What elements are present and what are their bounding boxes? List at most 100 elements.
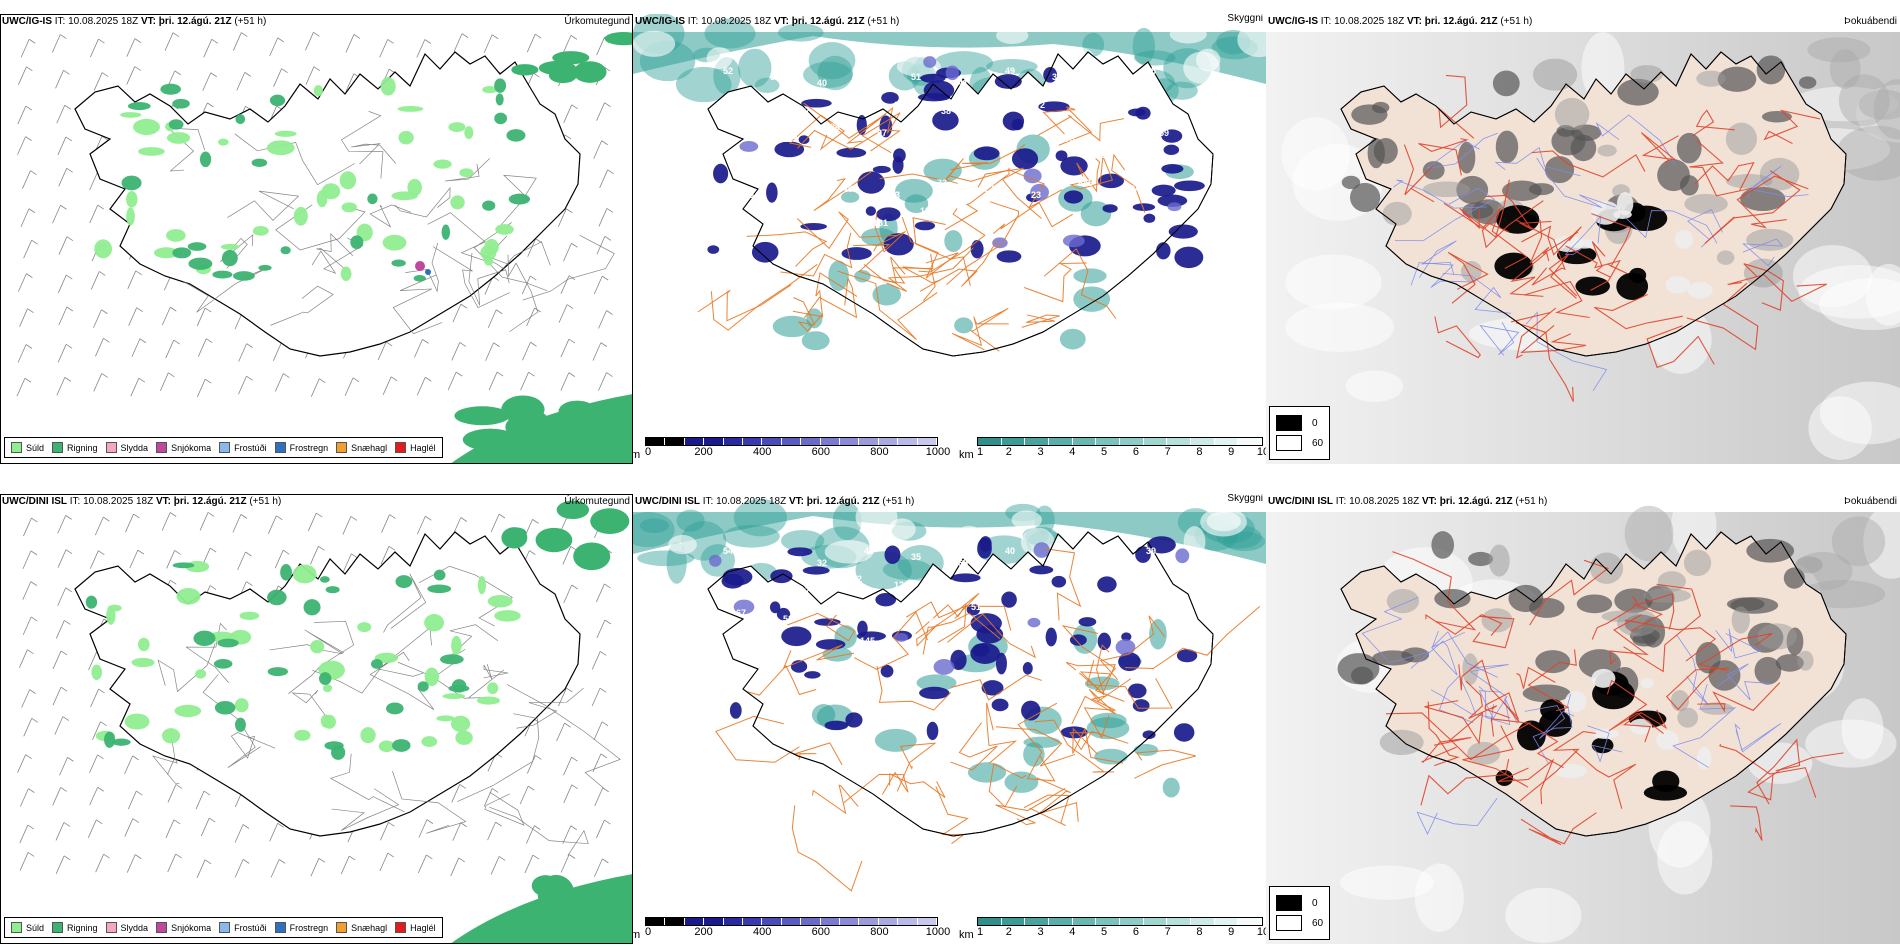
cloud-base-label: 305 bbox=[907, 162, 922, 172]
precip-legend-item: Frostúði bbox=[219, 922, 267, 933]
cloud-base-label: 98 bbox=[766, 642, 776, 652]
colorbar-strip bbox=[977, 917, 1263, 926]
legend-swatch bbox=[52, 922, 64, 933]
colorbar-unit: km bbox=[959, 449, 974, 461]
colorbar-ticks: 0 200 400 600 800 1000 bbox=[645, 446, 950, 459]
init-time: IT: 10.08.2025 18Z bbox=[54, 16, 139, 27]
cloud-base-label: 52 bbox=[783, 614, 793, 624]
colorbar-ticks: 0 200 400 600 800 1000 bbox=[645, 926, 950, 939]
colorbar-unit: km bbox=[959, 929, 974, 941]
precip-legend-item: Frostregn bbox=[274, 442, 329, 453]
legend-swatch bbox=[219, 442, 231, 453]
model-name: UWC/IG-IS bbox=[1268, 16, 1318, 27]
colorbar-strip bbox=[645, 437, 938, 446]
legend-label: Rigning bbox=[67, 442, 98, 453]
fog-legend-max: 60 bbox=[1312, 917, 1324, 929]
colorbar-tick: 2 bbox=[1005, 926, 1012, 938]
fog-legend-white bbox=[1276, 435, 1302, 451]
panel-header: UWC/DINI ISL IT: 10.08.2025 18Z VT: þri.… bbox=[1268, 496, 1547, 507]
precip-legend-item: Rigning bbox=[52, 442, 98, 453]
valid-time: þri. 12.ágú. 21Z bbox=[1424, 16, 1498, 27]
colorbar-tick: 7 bbox=[1164, 446, 1171, 458]
colorbar-unit: m bbox=[633, 449, 641, 461]
cloud-base-label: 77 bbox=[984, 184, 994, 194]
cloud-base-label: 117 bbox=[779, 206, 794, 216]
cloud-base-label: 73 bbox=[937, 178, 947, 188]
cloudbase-visibility-panel-top: UWC/IG-IS IT: 10.08.2025 18Z VT: þri. 12… bbox=[633, 14, 1266, 464]
colorbar-tick: 5 bbox=[1101, 926, 1108, 938]
valid-label: VT: bbox=[773, 16, 789, 27]
colorbar-tick: 0 bbox=[645, 926, 652, 938]
cloud-base-label: 23 bbox=[1031, 190, 1041, 200]
cloud-base-label: 944 bbox=[860, 156, 875, 166]
cloud-base-label: 106 bbox=[796, 178, 811, 188]
precip-legend-item: Slydda bbox=[105, 442, 149, 453]
panel-header: UWC/DINI ISL IT: 10.08.2025 18Z VT: þri.… bbox=[635, 496, 914, 507]
colorbar-tick: 0 bbox=[645, 446, 652, 458]
init-time: IT: 10.08.2025 18Z bbox=[1320, 16, 1405, 27]
cloud-base-label: 32 bbox=[817, 558, 827, 568]
cloud-base-label: 52 bbox=[770, 72, 780, 82]
init-time: IT: 10.08.2025 18Z bbox=[702, 496, 787, 507]
cloud-base-label: 158 bbox=[1129, 94, 1144, 104]
cloud-base-label: 59 bbox=[1048, 162, 1058, 172]
legend-label: Snæhagl bbox=[351, 442, 388, 453]
colorbar-tick: 8 bbox=[1196, 446, 1203, 458]
cloud-base-label: 67 bbox=[736, 128, 746, 138]
legend-swatch bbox=[11, 922, 22, 933]
cloud-base-label: 50 bbox=[1099, 78, 1109, 88]
precip-legend-item: Snæhagl bbox=[336, 442, 387, 453]
precip-legend-item: Frostúði bbox=[219, 442, 267, 453]
colorbar-unit: m bbox=[633, 929, 641, 941]
cloud-base-label: 97 bbox=[877, 128, 887, 138]
init-time: IT: 10.08.2025 18Z bbox=[687, 16, 772, 27]
cloud-base-label: 74 bbox=[924, 134, 934, 144]
panel-header: UWC/IG-IS IT: 10.08.2025 18Z VT: þri. 12… bbox=[1268, 16, 1532, 27]
cloud-base-label: 62 bbox=[924, 614, 934, 624]
cloud-base-label: 46 bbox=[864, 546, 874, 556]
precip-legend-item: Slydda bbox=[105, 922, 149, 933]
legend-swatch bbox=[395, 442, 407, 453]
precip-legend: Súld Rigning Slydda Snjókoma Frostúði Frostre… bbox=[4, 437, 443, 458]
fog-legend-black bbox=[1276, 895, 1302, 911]
colorbar-tick: 1 bbox=[977, 926, 984, 938]
cloud-base-label: 71 bbox=[988, 574, 998, 584]
colorbar-tick: 400 bbox=[753, 926, 772, 938]
precip-legend-item: Snæhagl bbox=[336, 922, 387, 933]
colorbar-tick: 2 bbox=[1005, 446, 1012, 458]
lead-time: (+51 h) bbox=[867, 16, 900, 27]
legend-label: Snæhagl bbox=[351, 922, 388, 933]
panel-title: Skyggni bbox=[1227, 14, 1263, 24]
cloud-base-label: 45 bbox=[1146, 66, 1156, 76]
cloud-base-label: 143 bbox=[971, 122, 986, 132]
colorbar-tick: 5 bbox=[1101, 446, 1108, 458]
cloud-base-label: 45 bbox=[1018, 608, 1028, 618]
cloud-base-label: 119 bbox=[732, 218, 747, 228]
legend-label: Slydda bbox=[120, 922, 149, 933]
colorbar-ticks: 1 2 3 4 5 6 7 8 9 10 bbox=[977, 926, 1266, 939]
colorbar-tick: 10 bbox=[1256, 446, 1266, 458]
fog-legend-min: 0 bbox=[1312, 897, 1318, 909]
cloudbase-visibility-panel-bottom: UWC/DINI ISL IT: 10.08.2025 18Z VT: þri.… bbox=[633, 494, 1266, 944]
cloud-base-label: 145 bbox=[860, 636, 875, 646]
cloud-base-label: 54 bbox=[749, 190, 759, 200]
panel-title: Úrkomutegund bbox=[564, 16, 630, 27]
fog-index-panel-top: UWC/IG-IS IT: 10.08.2025 18Z VT: þri. 12… bbox=[1266, 14, 1900, 464]
colorbar-tick: 7 bbox=[1164, 926, 1171, 938]
legend-label: Rigning bbox=[67, 922, 98, 933]
colorbar-tick: 4 bbox=[1069, 926, 1076, 938]
visibility-map: 52 52 40 30 51 41 49 36 50 45 33 37 40 33 38 38 72 103 158… bbox=[633, 14, 1266, 357]
legend-swatch bbox=[156, 442, 168, 453]
legend-swatch bbox=[274, 442, 286, 453]
legend-swatch bbox=[156, 922, 168, 933]
model-name: UWC/DINI ISL bbox=[1268, 496, 1333, 507]
precip-type-panel-top: UWC/IG-IS IT: 10.08.2025 18Z VT: þri. 12… bbox=[0, 14, 633, 464]
valid-time: þri. 12.ágú. 21Z bbox=[173, 496, 247, 507]
colorbar-tick: 600 bbox=[811, 446, 830, 458]
colorbar-tick: 800 bbox=[870, 926, 889, 938]
legend-label: Slydda bbox=[120, 442, 149, 453]
fog-map bbox=[1266, 32, 1900, 464]
legend-label: Frostúði bbox=[234, 922, 267, 933]
precip-legend-item: Frostregn bbox=[274, 922, 328, 933]
legend-label: Frostregn bbox=[289, 442, 329, 453]
